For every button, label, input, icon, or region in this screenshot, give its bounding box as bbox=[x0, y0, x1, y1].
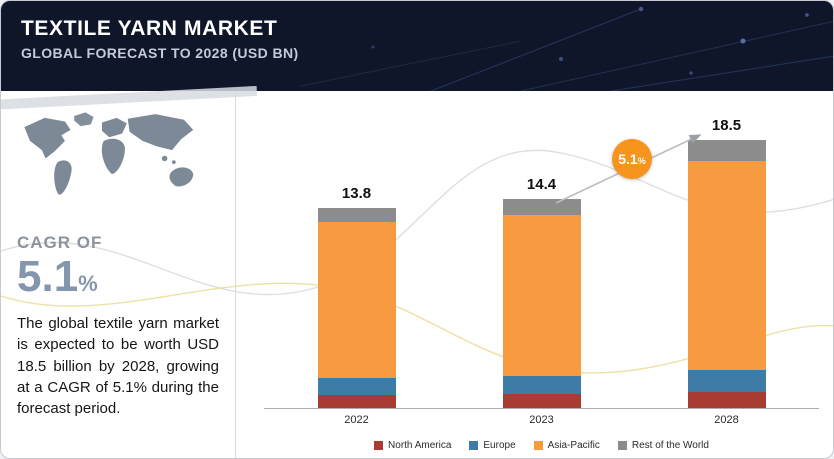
market-summary-text: The global textile yarn market is expect… bbox=[17, 315, 219, 418]
content: CAGR OF 5.1% The global textile yarn mar… bbox=[1, 85, 833, 458]
network-lines-decoration bbox=[300, 6, 833, 91]
legend: North America Europe Asia-Pacific Rest of t… bbox=[264, 440, 819, 451]
bar-total-label: 14.4 bbox=[526, 176, 557, 194]
legend-item-north-america: North America bbox=[374, 440, 451, 451]
x-axis-label: 2022 bbox=[344, 414, 369, 426]
x-axis-label: 2023 bbox=[529, 414, 554, 426]
bar-stack bbox=[687, 139, 766, 408]
bar-cell: 18.5 bbox=[634, 116, 819, 408]
x-axis-label: 2028 bbox=[714, 414, 739, 426]
world-map bbox=[24, 112, 194, 195]
legend-swatch bbox=[617, 441, 627, 450]
header: TEXTILE YARN MARKET GLOBAL FORECAST TO 2… bbox=[1, 1, 833, 91]
bar-segment-europe bbox=[317, 377, 396, 395]
page-subtitle: GLOBAL FORECAST TO 2028 (USD BN) bbox=[21, 45, 299, 61]
cagr-unit: % bbox=[78, 271, 98, 296]
bar-segment-europe bbox=[502, 376, 581, 395]
bar-stack bbox=[502, 199, 581, 408]
bar-segment-north-america bbox=[317, 394, 396, 408]
legend-swatch bbox=[533, 441, 543, 450]
bar-segment-north-america bbox=[502, 394, 581, 408]
legend-swatch bbox=[469, 441, 479, 450]
cagr-label: CAGR OF bbox=[17, 233, 103, 252]
bars-row: 13.8 14.4 18.5 bbox=[264, 116, 819, 409]
legend-label: North America bbox=[388, 440, 452, 451]
legend-item-europe: Europe bbox=[469, 440, 516, 451]
bar-total-label: 18.5 bbox=[711, 116, 742, 134]
bar-segment-rest-of-the-world bbox=[502, 199, 581, 216]
bar-group-2023: 14.4 bbox=[502, 176, 581, 408]
bar-group-2028: 18.5 bbox=[687, 116, 766, 408]
bar-segment-rest-of-the-world bbox=[687, 139, 766, 162]
bar-group-2022: 13.8 bbox=[317, 184, 396, 408]
growth-rate-value: 5.1 bbox=[618, 151, 638, 167]
bar-cell: 14.4 bbox=[449, 119, 634, 408]
bar-cell: 13.8 bbox=[264, 119, 449, 408]
bar-segment-asia-pacific bbox=[687, 161, 766, 371]
bar-segment-asia-pacific bbox=[502, 215, 581, 377]
legend-label: Rest of the World bbox=[631, 440, 709, 451]
chart-area: 13.8 14.4 18.5 2022 2023 2028 North America E… bbox=[236, 91, 833, 458]
growth-rate-unit: % bbox=[637, 156, 646, 166]
page-title: TEXTILE YARN MARKET bbox=[21, 17, 278, 40]
legend-item-asia-pacific: Asia-Pacific bbox=[533, 440, 600, 451]
bar-total-label: 13.8 bbox=[341, 184, 372, 202]
summary-panel: CAGR OF 5.1% The global textile yarn mar… bbox=[1, 91, 236, 458]
legend-item-rest-of-the-world: Rest of the World bbox=[617, 440, 709, 451]
bar-segment-north-america bbox=[687, 392, 766, 408]
bar-segment-asia-pacific bbox=[317, 222, 396, 378]
legend-label: Europe bbox=[483, 440, 516, 451]
legend-swatch bbox=[374, 441, 384, 450]
cagr-value: 5.1% bbox=[17, 252, 98, 301]
growth-rate-badge: 5.1% bbox=[612, 139, 652, 179]
legend-label: Asia-Pacific bbox=[547, 440, 600, 451]
bar-segment-europe bbox=[687, 370, 766, 392]
xlabels-row: 2022 2023 2028 bbox=[264, 414, 819, 426]
bar-segment-rest-of-the-world bbox=[317, 207, 396, 223]
bar-stack bbox=[317, 207, 396, 408]
